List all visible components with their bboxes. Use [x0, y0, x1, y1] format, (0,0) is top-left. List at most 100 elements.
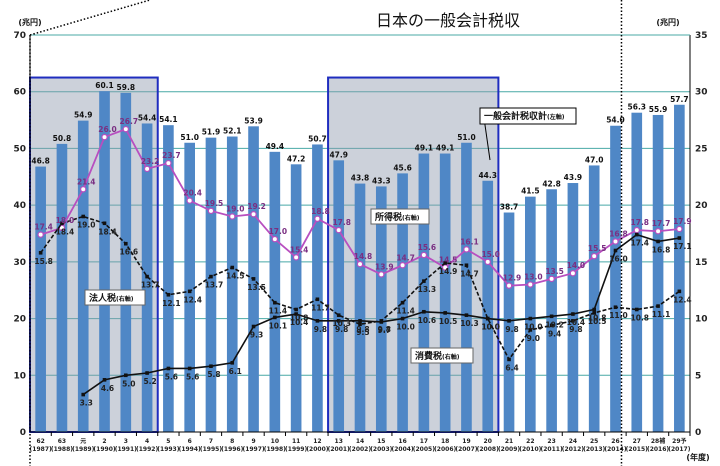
line-value-label: 15.8 [34, 257, 53, 266]
x-tick-year: (1988) [51, 446, 73, 453]
left-tick-label: 30 [13, 258, 26, 268]
series-point [400, 316, 405, 321]
x-tick-year: (1993) [157, 446, 179, 453]
line-value-label: 9.8 [378, 325, 391, 334]
bar-value-label: 54.4 [138, 113, 157, 122]
left-tick-label: 10 [13, 371, 26, 381]
line-value-label: 17.4 [631, 239, 650, 248]
series-point [569, 270, 577, 277]
series-point [315, 297, 320, 302]
x-tick-year: (2001) [328, 446, 350, 453]
x-tick-year: (2000) [306, 446, 328, 453]
series-point [463, 246, 470, 253]
x-tick-year: (1987) [30, 446, 52, 453]
series-point [315, 319, 320, 323]
line-value-label: 14.8 [354, 252, 373, 261]
series-point [507, 357, 511, 362]
line-value-label: 5.2 [143, 377, 156, 386]
series-point [634, 307, 639, 312]
line-value-label: 13.3 [418, 285, 437, 294]
data-labels: 46.850.854.960.1 59.854.4 54.151.051.9 52.1… [31, 81, 691, 407]
x-tick-label: 18 [441, 438, 449, 445]
x-tick-year: (2014) [604, 446, 626, 453]
line-value-label: 5.6 [186, 372, 199, 381]
series-point [590, 252, 598, 260]
income-tax-series-label: 所得税(右軸) [370, 208, 430, 225]
line-value-label: 10.6 [418, 316, 437, 325]
bar [674, 104, 685, 432]
x-tick-label: 9 [251, 438, 255, 445]
consumption-tax-series-name: 消費税(右軸) [415, 350, 460, 362]
corporate-tax-series-name: 法人税(右軸) [89, 292, 134, 304]
x-tick-label: 22 [526, 438, 534, 445]
x-tick-label: 25 [590, 438, 598, 445]
bar-value-label: 54.0 [606, 116, 625, 125]
line-value-label: 15.5 [588, 244, 607, 253]
highlight-box [29, 76, 159, 434]
x-tick-year: (2011) [541, 446, 563, 453]
series-point [400, 300, 405, 305]
line-value-label: 6.1 [229, 367, 242, 376]
series-point [549, 314, 554, 319]
series-point [209, 364, 213, 369]
bar [35, 166, 46, 432]
line-value-label: 10.4 [290, 318, 309, 327]
series-point [80, 186, 87, 193]
series-point [548, 275, 555, 283]
bar [631, 112, 643, 432]
series-point [294, 312, 298, 316]
right-tick-label: 35 [695, 31, 708, 41]
series-point [273, 300, 277, 305]
series-point [654, 228, 662, 235]
line-value-label: 13.5 [545, 267, 564, 276]
bar-value-label: 45.6 [393, 163, 412, 172]
x-tick-year: (1994) [179, 446, 201, 453]
bar [290, 164, 302, 432]
bar-value-label: 49.1 [415, 144, 434, 153]
series-point [507, 319, 511, 323]
series-point [294, 307, 298, 312]
series-point [592, 311, 596, 315]
series-point [336, 319, 341, 323]
x-tick-year: (1989) [72, 446, 94, 453]
bar-value-label: 50.8 [53, 134, 72, 143]
series-point [143, 165, 151, 173]
left-tick-label: 70 [13, 31, 26, 41]
x-tick-label: 14 [356, 438, 364, 445]
x-tick-label: 27 [633, 438, 641, 445]
x-tick-label: 19 [462, 438, 470, 445]
series-point [229, 213, 236, 220]
series-point [273, 315, 277, 320]
chart-title: 日本の一般会計税収 [376, 11, 520, 30]
x-tick-year: (2010) [519, 446, 541, 453]
right-tick-label: 20 [695, 201, 708, 211]
x-tick-year: (2002) [349, 446, 371, 453]
bar-value-label: 56.3 [628, 103, 647, 112]
line-value-label: 10.8 [290, 313, 309, 322]
series-point [102, 378, 107, 382]
line-value-label: 19.2 [247, 202, 266, 211]
x-tick-label: 3 [124, 438, 128, 445]
x-tick-year: (1996) [221, 446, 243, 453]
series-point [443, 311, 447, 315]
x-tick-year: (1990) [93, 446, 115, 453]
line-value-label: 20.4 [183, 189, 202, 198]
series-point [166, 366, 171, 371]
bar-value-label: 44.3 [478, 171, 497, 180]
line-value-label: 11.1 [652, 310, 671, 319]
line-value-label: 11.7 [311, 303, 330, 312]
series-point [527, 281, 534, 288]
x-tick-year: (2006) [434, 446, 456, 453]
series-point [656, 304, 660, 308]
x-tick-year: (1995) [200, 446, 222, 453]
line-value-label: 17.8 [332, 218, 351, 227]
line-value-label: 14.0 [567, 261, 586, 270]
line-value-label: 10.8 [631, 313, 650, 322]
series-point [441, 264, 449, 271]
x-tick-year: (2003) [370, 446, 392, 453]
line-value-label: 9.5 [356, 328, 369, 337]
bar-value-label: 54.1 [159, 115, 178, 124]
x-tick-year: (1999) [285, 446, 307, 453]
line-value-label: 17.7 [652, 219, 671, 228]
total-series-name: 一般会計税収計(左軸) [484, 110, 565, 122]
